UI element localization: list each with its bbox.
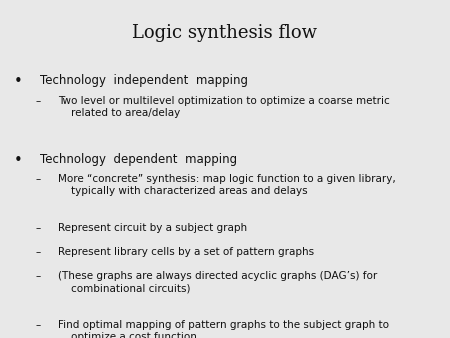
Text: –: –: [36, 223, 41, 233]
Text: Logic synthesis flow: Logic synthesis flow: [132, 24, 318, 42]
Text: –: –: [36, 320, 41, 330]
Text: Represent library cells by a set of pattern graphs: Represent library cells by a set of patt…: [58, 247, 315, 257]
Text: Two level or multilevel optimization to optimize a coarse metric
    related to : Two level or multilevel optimization to …: [58, 96, 390, 118]
Text: –: –: [36, 96, 41, 106]
Text: •: •: [14, 153, 22, 168]
Text: Technology  independent  mapping: Technology independent mapping: [40, 74, 248, 87]
Text: –: –: [36, 271, 41, 282]
Text: Represent circuit by a subject graph: Represent circuit by a subject graph: [58, 223, 248, 233]
Text: –: –: [36, 247, 41, 257]
Text: Technology  dependent  mapping: Technology dependent mapping: [40, 153, 238, 166]
Text: •: •: [14, 74, 22, 89]
Text: –: –: [36, 174, 41, 184]
Text: Find optimal mapping of pattern graphs to the subject graph to
    optimize a co: Find optimal mapping of pattern graphs t…: [58, 320, 390, 338]
Text: More “concrete” synthesis: map logic function to a given library,
    typically : More “concrete” synthesis: map logic fun…: [58, 174, 396, 196]
Text: (These graphs are always directed acyclic graphs (DAG’s) for
    combinational c: (These graphs are always directed acycli…: [58, 271, 378, 294]
